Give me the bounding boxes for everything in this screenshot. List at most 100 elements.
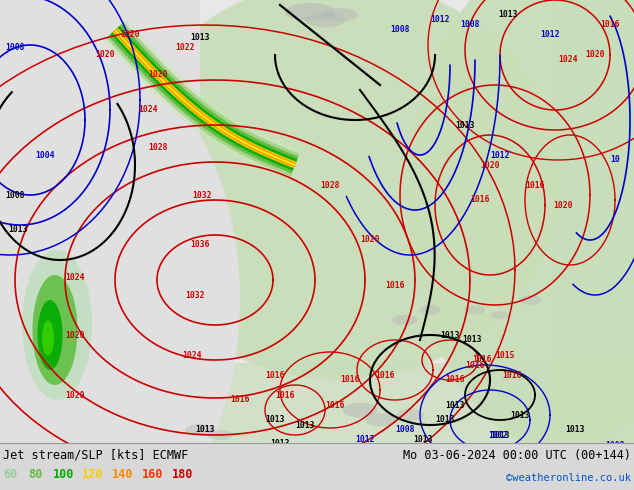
- Text: 10: 10: [610, 155, 620, 165]
- Text: 1024: 1024: [138, 105, 157, 115]
- Text: 120: 120: [82, 468, 103, 482]
- Ellipse shape: [207, 430, 233, 440]
- Ellipse shape: [396, 409, 424, 421]
- Text: 1020: 1020: [65, 391, 84, 399]
- Text: 1013: 1013: [195, 425, 214, 435]
- Text: 1013: 1013: [270, 439, 290, 447]
- Text: 1008: 1008: [5, 44, 25, 52]
- Text: 100: 100: [53, 468, 74, 482]
- Text: 1008: 1008: [302, 450, 321, 460]
- Polygon shape: [110, 26, 297, 171]
- Text: 1013: 1013: [462, 336, 481, 344]
- Text: 1013: 1013: [295, 420, 314, 430]
- Text: 1012: 1012: [490, 150, 510, 160]
- Text: 1013: 1013: [413, 436, 432, 444]
- Text: 1016: 1016: [275, 391, 295, 399]
- Text: 1008: 1008: [390, 25, 410, 34]
- Text: 1016: 1016: [470, 196, 489, 204]
- Text: 1020: 1020: [148, 71, 167, 79]
- Text: 1016: 1016: [325, 400, 344, 410]
- Ellipse shape: [37, 300, 63, 370]
- Text: 1013: 1013: [565, 425, 585, 435]
- Text: 180: 180: [172, 468, 193, 482]
- Text: 1020: 1020: [360, 236, 380, 245]
- Ellipse shape: [120, 0, 560, 380]
- Text: 1020: 1020: [120, 30, 139, 40]
- Text: 1016: 1016: [230, 395, 250, 405]
- Text: 80: 80: [28, 468, 42, 482]
- Polygon shape: [106, 22, 299, 176]
- Text: 1036: 1036: [190, 241, 209, 249]
- Polygon shape: [108, 24, 299, 173]
- Text: 1013: 1013: [265, 416, 285, 424]
- Text: 1008: 1008: [5, 191, 25, 199]
- Ellipse shape: [519, 295, 541, 305]
- Text: 1016: 1016: [340, 375, 359, 385]
- Text: 1022: 1022: [175, 44, 195, 52]
- Text: 1013: 1013: [510, 411, 529, 419]
- Text: 1008: 1008: [460, 21, 479, 29]
- Ellipse shape: [342, 402, 377, 417]
- Text: 1020: 1020: [95, 50, 115, 59]
- Text: 1013: 1013: [8, 225, 27, 235]
- Bar: [550, 0, 634, 443]
- Ellipse shape: [392, 315, 418, 325]
- Text: Mo 03-06-2024 00:00 UTC (00+144): Mo 03-06-2024 00:00 UTC (00+144): [403, 448, 631, 462]
- Text: 1028: 1028: [148, 144, 167, 152]
- Text: 1016: 1016: [385, 280, 404, 290]
- Ellipse shape: [410, 0, 634, 450]
- Text: 160: 160: [142, 468, 164, 482]
- Ellipse shape: [305, 13, 345, 27]
- Text: 1016: 1016: [465, 361, 484, 369]
- Text: 1013: 1013: [498, 10, 517, 20]
- Text: 1020: 1020: [65, 330, 84, 340]
- Text: 1028: 1028: [320, 180, 339, 190]
- Ellipse shape: [42, 320, 54, 356]
- Bar: [0, 363, 634, 443]
- Ellipse shape: [253, 148, 283, 162]
- Text: 1016: 1016: [265, 370, 285, 379]
- Text: 1013: 1013: [380, 445, 399, 455]
- Text: 1008: 1008: [395, 425, 415, 435]
- Text: 60: 60: [3, 468, 17, 482]
- Ellipse shape: [465, 305, 485, 315]
- Text: Jet stream/SLP [kts] ECMWF: Jet stream/SLP [kts] ECMWF: [3, 448, 188, 462]
- Text: 1024: 1024: [182, 350, 202, 360]
- Text: 1013: 1013: [490, 431, 510, 440]
- Text: 1032: 1032: [185, 291, 205, 299]
- Text: 1012: 1012: [355, 436, 375, 444]
- Polygon shape: [103, 19, 301, 180]
- Text: 140: 140: [112, 468, 133, 482]
- Text: 1008: 1008: [275, 448, 295, 458]
- Text: 1016: 1016: [445, 375, 465, 385]
- Text: 1012: 1012: [540, 30, 559, 40]
- Text: 1013: 1013: [233, 443, 252, 452]
- Ellipse shape: [365, 414, 395, 426]
- Text: 1012: 1012: [430, 16, 450, 24]
- Text: 1016: 1016: [525, 180, 545, 190]
- Text: 1008: 1008: [605, 441, 624, 449]
- Ellipse shape: [285, 3, 335, 21]
- Text: 1016: 1016: [502, 370, 522, 379]
- Text: 1032: 1032: [192, 191, 212, 199]
- Text: 1020: 1020: [480, 161, 500, 170]
- Polygon shape: [113, 28, 295, 167]
- Text: 1013: 1013: [445, 400, 465, 410]
- Ellipse shape: [491, 311, 509, 319]
- Text: 1015: 1015: [495, 350, 515, 360]
- Polygon shape: [114, 29, 295, 166]
- Ellipse shape: [185, 424, 215, 436]
- Bar: [0, 0, 200, 250]
- Text: ©weatheronline.co.uk: ©weatheronline.co.uk: [506, 473, 631, 483]
- Text: 1012: 1012: [488, 431, 507, 440]
- Ellipse shape: [323, 8, 358, 22]
- Ellipse shape: [22, 250, 92, 400]
- Ellipse shape: [419, 305, 441, 315]
- Text: 1013: 1013: [455, 121, 474, 129]
- Text: 1016: 1016: [600, 21, 619, 29]
- Text: 1020: 1020: [585, 50, 604, 59]
- Text: 1016: 1016: [375, 370, 394, 379]
- Text: 1013: 1013: [435, 416, 455, 424]
- Ellipse shape: [0, 50, 240, 490]
- Text: 1020: 1020: [553, 200, 573, 210]
